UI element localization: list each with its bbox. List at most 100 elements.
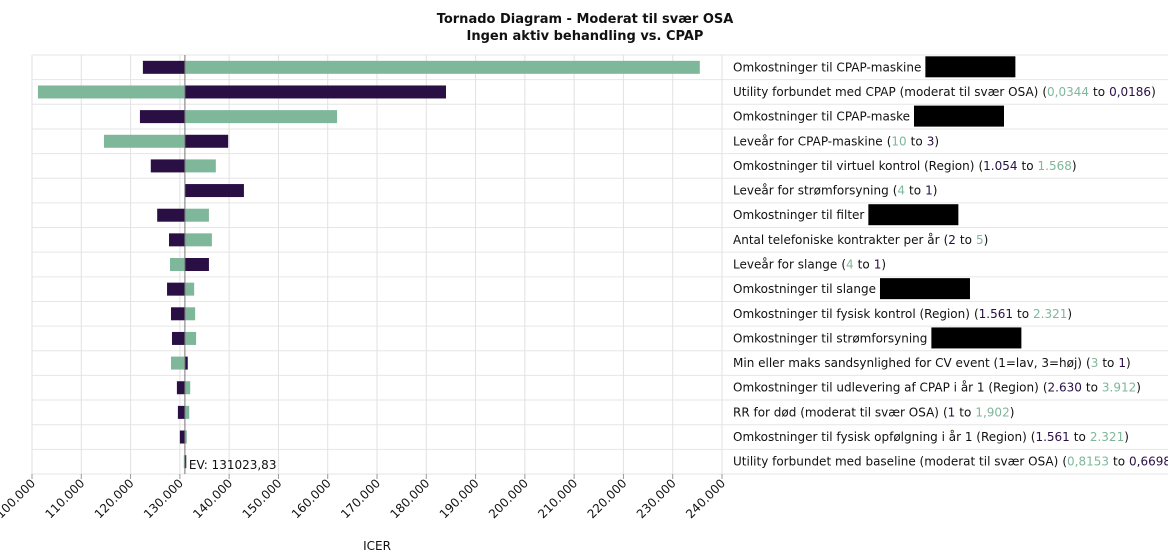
bar [184, 430, 187, 444]
bar [184, 159, 216, 173]
range-open: ( [1031, 430, 1036, 444]
range-from: 10 [891, 134, 906, 148]
bar [184, 282, 195, 296]
bar [184, 455, 187, 469]
bar [167, 282, 185, 296]
bar [170, 356, 185, 370]
bar [142, 60, 185, 74]
range-separator: to [960, 233, 972, 247]
row-label: Utility forbundet med CPAP (moderat til … [733, 85, 1156, 99]
bar [184, 110, 338, 124]
x-tick-label: 140.000 [190, 476, 235, 521]
range-open: ( [1086, 356, 1091, 370]
range-from: 2.630 [1048, 381, 1082, 395]
range-open: ( [944, 233, 949, 247]
row-label: Min eller maks sandsynlighed for CV even… [733, 356, 1131, 370]
range-to: 2.321 [1090, 430, 1124, 444]
ev-label: EV: 131023,83 [189, 458, 277, 472]
row-label: Utility forbundet med baseline (moderat … [733, 455, 1168, 469]
range-to: 1 [925, 184, 933, 198]
range-separator: to [858, 258, 870, 272]
row-label: Antal telefoniske kontrakter per år (2 to 5… [733, 233, 988, 247]
range-separator: to [1102, 356, 1114, 370]
bar [170, 307, 185, 321]
range-from: 1.561 [1035, 430, 1069, 444]
row-label-name: Omkostninger til filter [733, 208, 864, 222]
bar [37, 85, 185, 99]
x-tick-label: 100.000 [0, 476, 38, 521]
x-tick-label: 220.000 [585, 476, 630, 521]
range-separator: to [1021, 159, 1033, 173]
redaction [931, 327, 1022, 349]
bar [150, 159, 185, 173]
row-label-name: Utility forbundet med CPAP (moderat til … [733, 85, 1038, 99]
row-label-name: Omkostninger til virtuel kontrol (Region… [733, 159, 974, 173]
x-tick-label: 190.000 [437, 476, 482, 521]
x-tick-label: 170.000 [338, 476, 383, 521]
row-label-name: Min eller maks sandsynlighed for CV even… [733, 356, 1082, 370]
range-to: 1.568 [1038, 159, 1072, 173]
chart-subtitle: Ingen aktiv behandling vs. CPAP [467, 29, 704, 44]
range-open: ( [1042, 85, 1047, 99]
range-separator: to [911, 134, 923, 148]
bar [184, 184, 244, 198]
range-from: 4 [897, 184, 905, 198]
range-from: 3 [1091, 356, 1099, 370]
range-open: ( [943, 405, 948, 419]
range-close: ) [1124, 430, 1129, 444]
x-tick-label: 240.000 [683, 476, 728, 521]
bar [139, 110, 185, 124]
range-close: ) [1126, 356, 1131, 370]
row-label: Omkostninger til fysisk kontrol (Region)… [733, 307, 1072, 321]
bar [170, 258, 185, 271]
range-separator: to [1017, 307, 1029, 321]
row-label-name: Leveår for slange [733, 258, 837, 272]
x-tick-label: 180.000 [387, 476, 432, 521]
row-label-name: RR for død (moderat til svær OSA) [733, 405, 939, 419]
x-tick-label: 200.000 [486, 476, 531, 521]
row-label-name: Antal telefoniske kontrakter per år [733, 233, 940, 247]
range-open: ( [974, 307, 979, 321]
row-label: Omkostninger til strømforsyning [733, 331, 927, 345]
row-label-name: Omkostninger til CPAP-maskine [733, 60, 921, 74]
x-tick-label: 130.000 [141, 476, 186, 521]
range-open: ( [887, 134, 892, 148]
redaction [914, 105, 1004, 127]
redaction [879, 278, 970, 300]
redaction [868, 204, 959, 226]
range-to: 3.912 [1102, 381, 1136, 395]
row-label: Omkostninger til virtuel kontrol (Region… [733, 159, 1077, 173]
x-tick-label: 160.000 [289, 476, 334, 521]
bar [184, 134, 229, 148]
bar [184, 208, 209, 222]
range-to: 0,6698 [1129, 455, 1168, 469]
range-close: ) [1072, 159, 1077, 173]
bar [171, 331, 185, 345]
row-label: Omkostninger til CPAP-maske [733, 110, 910, 124]
range-from: 1.054 [983, 159, 1017, 173]
row-label: Leveår for CPAP-maskine (10 to 3) [733, 134, 939, 148]
bar [184, 307, 196, 321]
range-open: ( [893, 184, 898, 198]
bar [184, 356, 188, 370]
bar [169, 233, 185, 247]
bar [184, 233, 212, 247]
range-open: ( [841, 258, 846, 272]
bar [103, 134, 185, 148]
row-label: Omkostninger til fysisk opfølgning i år … [733, 430, 1129, 444]
row-label-name: Utility forbundet med baseline (moderat … [733, 455, 1058, 469]
range-to: 1 [874, 258, 882, 272]
chart-title: Tornado Diagram - Moderat til svær OSA [437, 12, 734, 27]
row-label: Leveår for slange (4 to 1) [733, 258, 886, 272]
bar [179, 430, 185, 444]
range-from: 1.561 [979, 307, 1013, 321]
row-label-name: Omkostninger til strømforsyning [733, 331, 927, 345]
range-to: 3 [927, 134, 935, 148]
range-separator: to [1113, 455, 1125, 469]
bar [184, 405, 190, 419]
range-from: 0,8153 [1067, 455, 1109, 469]
x-tick-label: 110.000 [42, 476, 87, 521]
row-label: Omkostninger til slange [733, 282, 876, 296]
range-separator: to [1074, 430, 1086, 444]
